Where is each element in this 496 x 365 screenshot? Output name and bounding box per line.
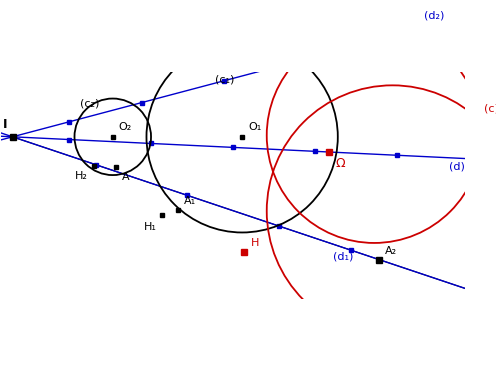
Text: (d): (d) [449, 161, 465, 171]
Text: (c₁): (c₁) [215, 74, 234, 84]
Text: (c₂): (c₂) [80, 98, 99, 108]
Text: H₁: H₁ [144, 222, 157, 232]
Text: Ω: Ω [336, 157, 346, 170]
Text: O₂: O₂ [118, 122, 131, 132]
Text: A₁: A₁ [184, 196, 196, 205]
Text: A: A [122, 172, 129, 182]
Text: A₂: A₂ [385, 246, 397, 256]
Text: I: I [2, 118, 7, 131]
Text: H: H [251, 238, 259, 247]
Text: (d₁): (d₁) [333, 251, 354, 262]
Text: (c): (c) [484, 103, 496, 113]
Text: H₂: H₂ [75, 171, 88, 181]
Text: O₁: O₁ [248, 122, 262, 132]
Text: (d₂): (d₂) [425, 10, 445, 20]
